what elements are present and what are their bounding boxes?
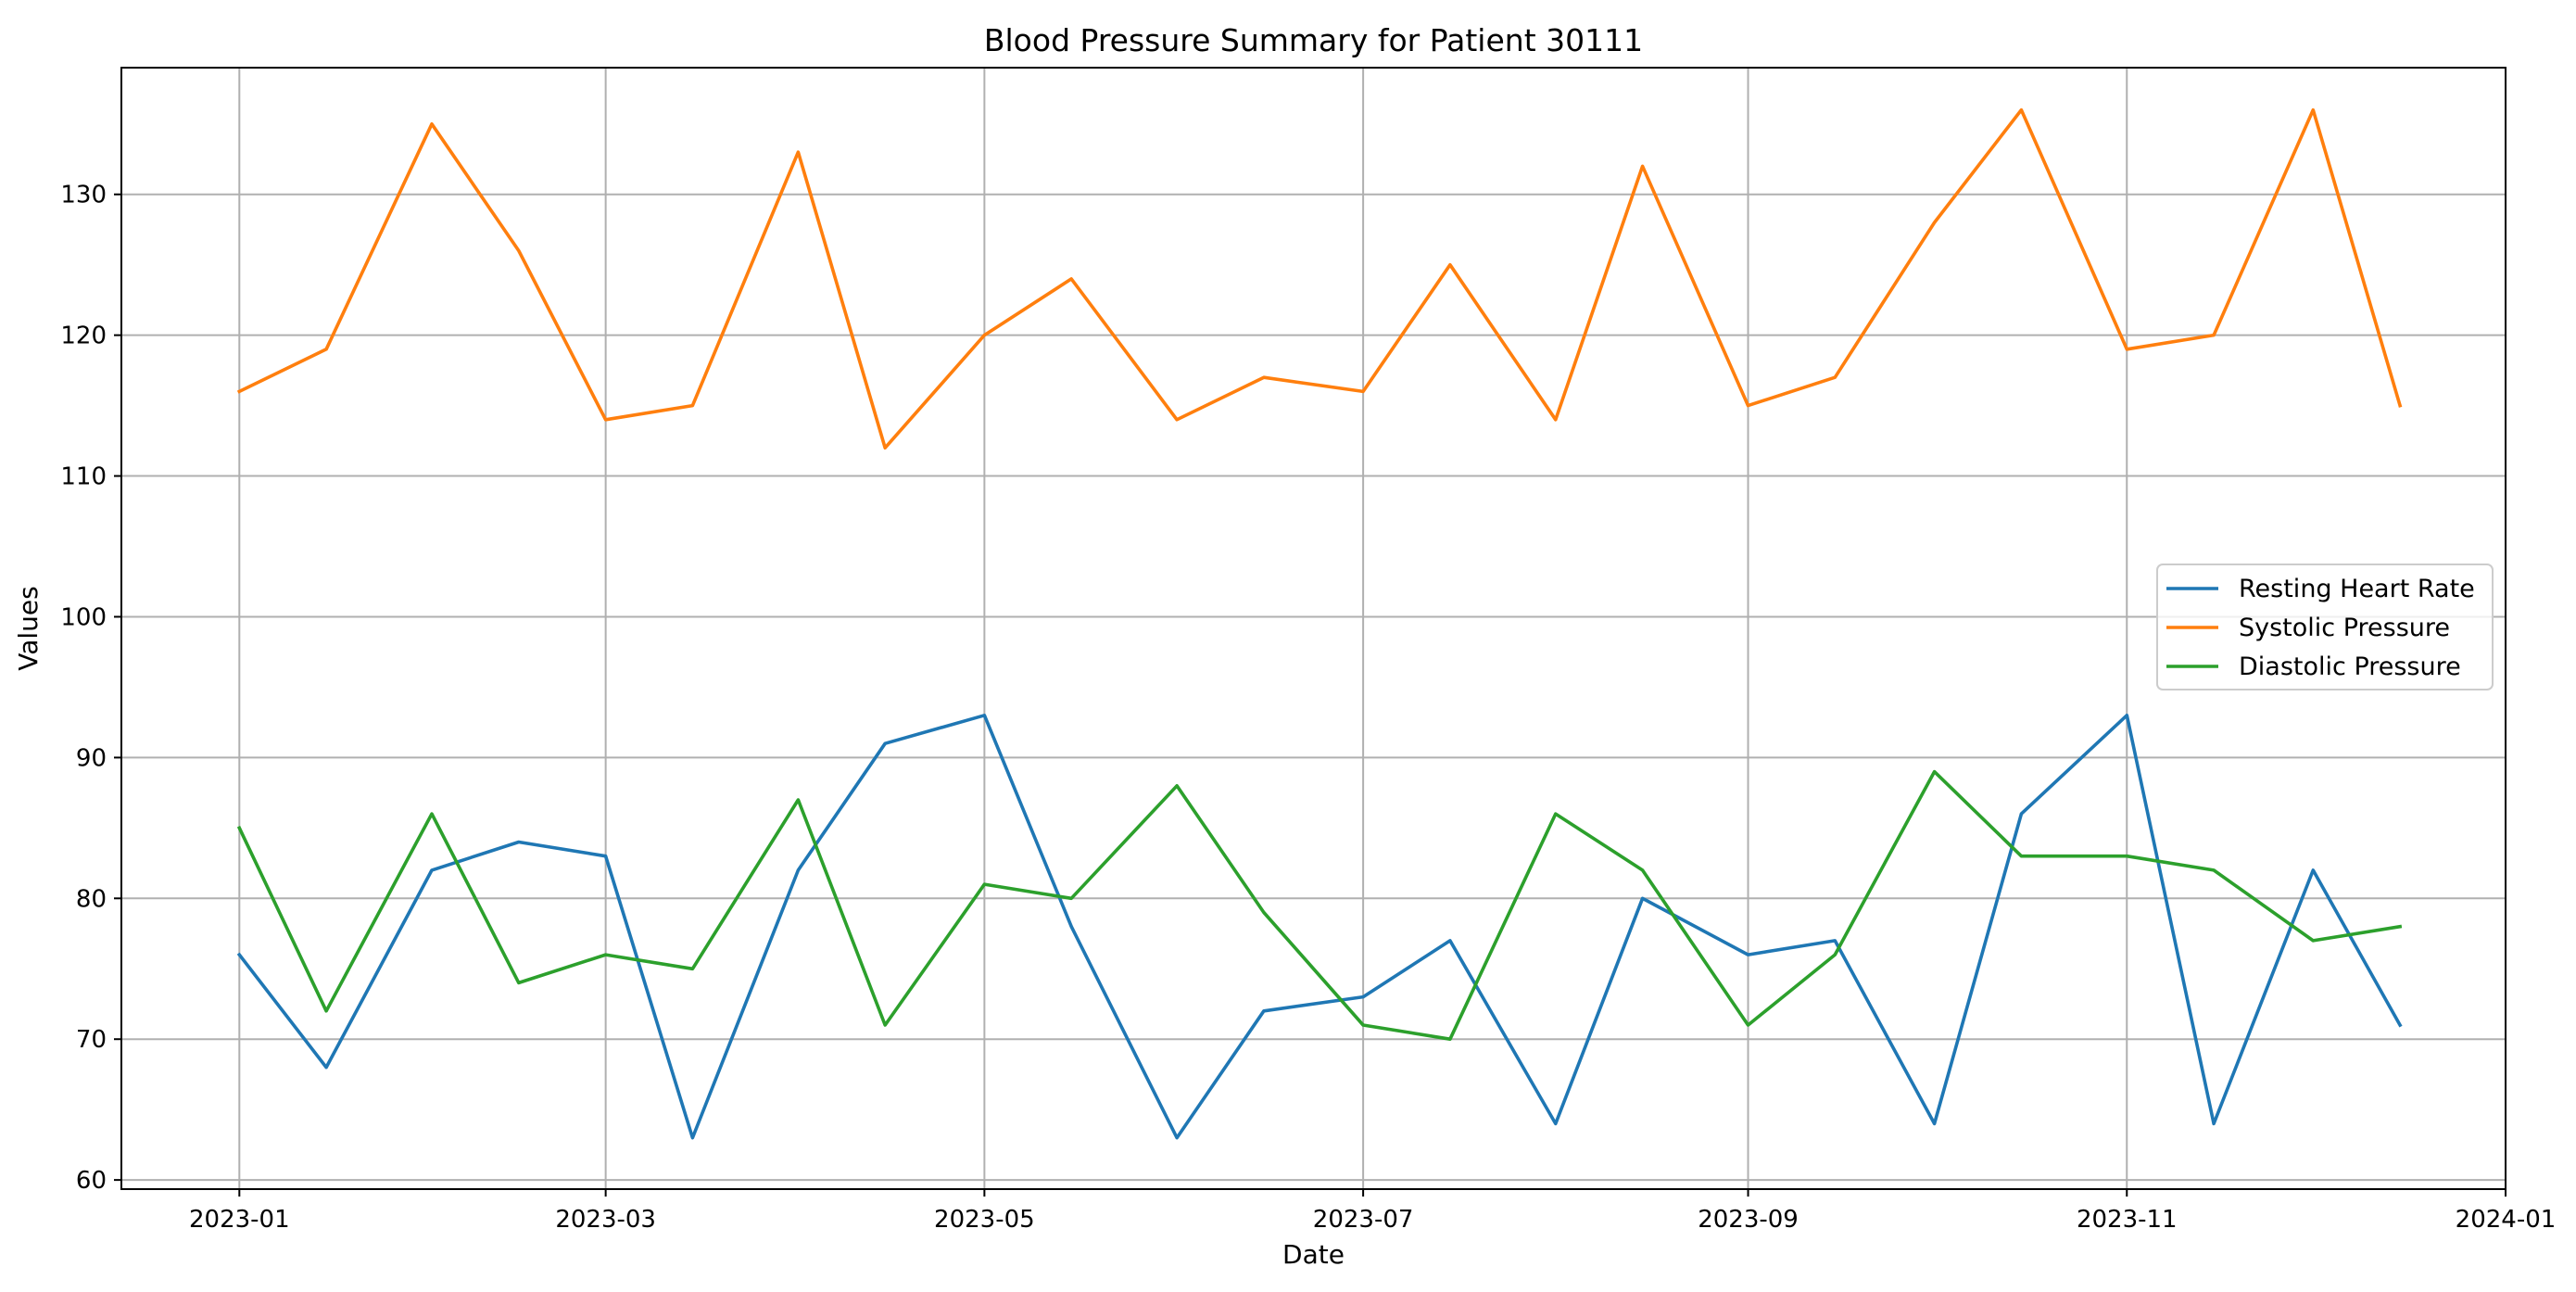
- series-line-resting-heart-rate: [236, 713, 2403, 1140]
- y-tick-label: 120: [60, 323, 107, 350]
- x-axis-label: Date: [1282, 1239, 1345, 1270]
- legend-label: Systolic Pressure: [2239, 614, 2450, 642]
- x-tick-label: 2023-11: [2077, 1206, 2178, 1234]
- x-tick-label: 2023-09: [1698, 1206, 1799, 1234]
- grid: [121, 68, 2507, 1189]
- x-tick-label: 2023-05: [934, 1206, 1035, 1234]
- plot-area-frame: [120, 67, 2507, 1190]
- y-tick-label: 80: [76, 885, 107, 913]
- y-tick-label: 130: [60, 182, 107, 209]
- y-tick-label: 110: [60, 463, 107, 491]
- series-line-diastolic-pressure: [236, 769, 2403, 1041]
- y-tick-label: 60: [76, 1167, 107, 1195]
- legend-label: Diastolic Pressure: [2239, 652, 2461, 681]
- y-axis-label: Values: [13, 586, 44, 670]
- x-tick-label: 2024-01: [2456, 1206, 2557, 1234]
- legend-label: Resting Heart Rate: [2239, 575, 2475, 603]
- x-tick-label: 2023-07: [1313, 1206, 1414, 1234]
- chart-title: Blood Pressure Summary for Patient 30111: [984, 22, 1643, 58]
- axis-ticks: 60 70 80 90 100 110 120 130 2023-01 2023-03 2023-0…: [60, 182, 2556, 1234]
- legend: Resting Heart Rate Systolic Pressure Diast…: [2156, 564, 2494, 690]
- legend-box: [2156, 564, 2494, 690]
- x-tick-label: 2023-03: [555, 1206, 656, 1234]
- series-lines: [236, 108, 2403, 1140]
- series-line-systolic-pressure: [236, 108, 2403, 450]
- y-tick-label: 100: [60, 603, 107, 631]
- x-tick-label: 2023-01: [189, 1206, 290, 1234]
- y-tick-label: 70: [76, 1026, 107, 1054]
- y-tick-label: 90: [76, 744, 107, 772]
